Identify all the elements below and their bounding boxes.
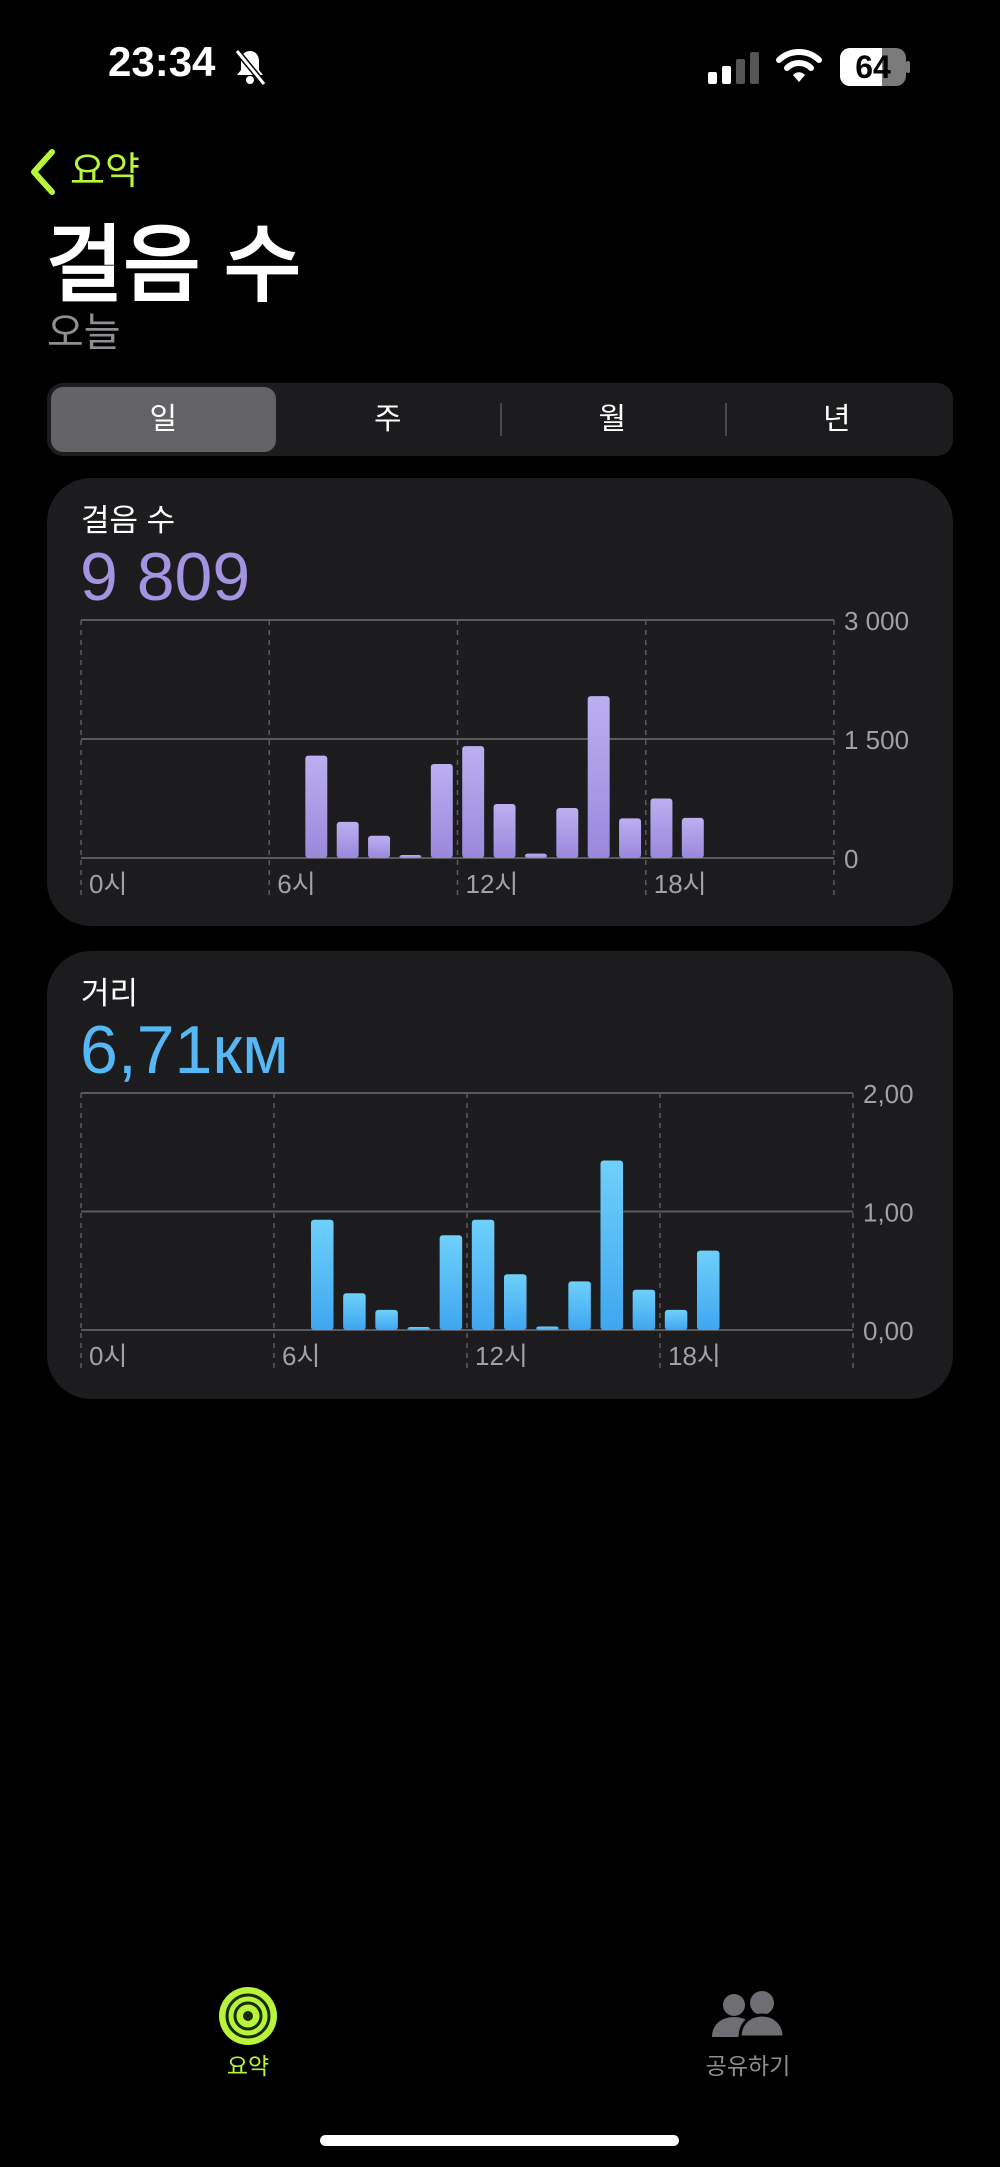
x-tick-label: 12시 (475, 1341, 528, 1371)
home-indicator[interactable] (320, 2135, 679, 2146)
bar (343, 1293, 366, 1330)
steps-value: 9 809 (80, 539, 251, 615)
x-tick-label: 0시 (89, 1341, 127, 1371)
bar (568, 1281, 591, 1330)
tab-sharing[interactable]: 공유하기 (688, 1987, 808, 2079)
bar (375, 1309, 398, 1330)
bar (632, 1289, 656, 1330)
bar (556, 808, 579, 858)
tab-label: 공유하기 (705, 2053, 791, 2079)
y-tick-label: 3 000 (844, 606, 909, 636)
bar (600, 1160, 624, 1330)
bar (587, 696, 610, 858)
y-tick-label: 0 (844, 844, 858, 874)
y-tick-label: 0,00 (863, 1316, 914, 1346)
y-tick-label: 1 500 (844, 725, 909, 755)
bell-slash-icon (234, 49, 267, 86)
x-tick-label: 6시 (282, 1341, 320, 1371)
x-tick-label: 18시 (668, 1341, 721, 1371)
status-time: 23:34 (108, 38, 216, 85)
bar (462, 746, 485, 858)
bar (536, 1326, 559, 1330)
battery-level: 64 (855, 49, 891, 85)
steps-card[interactable]: 걸음 수 9 809 3 000 1 500 0 0시 6시 12시 18시 (47, 478, 953, 926)
distance-card[interactable]: 거리 6,71км 2,00 1,00 0,00 0시 6시 12시 18시 (47, 951, 953, 1399)
segment-week[interactable]: 주 (373, 402, 402, 436)
card-label: 걸음 수 (81, 503, 176, 538)
bar (399, 855, 422, 858)
bar (493, 804, 516, 858)
card-label: 거리 (81, 976, 139, 1011)
bar (650, 798, 673, 858)
back-button[interactable]: 요약 (28, 148, 140, 196)
tab-bar: 요약 공유하기 (0, 1960, 1000, 2080)
period-segmented-control: 일 주 월 년 (47, 383, 953, 456)
chevron-left-icon (31, 149, 55, 195)
cellular-signal-icon (708, 52, 759, 84)
bar (664, 1309, 688, 1330)
distance-chart: 2,00 1,00 0,00 0시 6시 12시 18시 (80, 1079, 914, 1371)
y-tick-label: 2,00 (863, 1079, 914, 1109)
x-tick-label: 18시 (654, 869, 707, 899)
distance-value: 6,71км (80, 1012, 289, 1088)
back-label: 요약 (70, 151, 140, 193)
bar (503, 1274, 527, 1330)
segment-month[interactable]: 월 (500, 387, 725, 452)
segment-year[interactable]: 년 (724, 387, 950, 452)
bar (407, 1327, 431, 1330)
x-tick-label: 6시 (277, 869, 315, 899)
people-icon (712, 1991, 786, 2039)
x-tick-label: 12시 (466, 869, 519, 899)
bar (696, 1250, 720, 1330)
x-tick-label: 0시 (89, 869, 127, 899)
bar (439, 1235, 463, 1330)
bar (619, 818, 642, 858)
y-tick-label: 1,00 (863, 1198, 914, 1228)
wifi-icon (776, 49, 822, 82)
steps-chart: 3 000 1 500 0 0시 6시 12시 18시 (80, 606, 909, 899)
bar (305, 755, 328, 858)
bar (471, 1219, 495, 1330)
segment-day[interactable]: 일 (51, 387, 276, 452)
page-title: 걸음 수 (46, 218, 302, 312)
bar (681, 817, 704, 858)
page-subtitle: 오늘 (47, 311, 121, 355)
bar (368, 835, 391, 858)
battery-indicator: 64 (840, 48, 910, 86)
bar (336, 821, 359, 858)
bar (524, 853, 547, 858)
tab-label: 요약 (226, 2053, 270, 2079)
tab-summary[interactable]: 요약 (198, 1987, 298, 2079)
bar (310, 1219, 334, 1330)
activity-rings-icon (219, 1987, 277, 2045)
bar (430, 763, 453, 858)
